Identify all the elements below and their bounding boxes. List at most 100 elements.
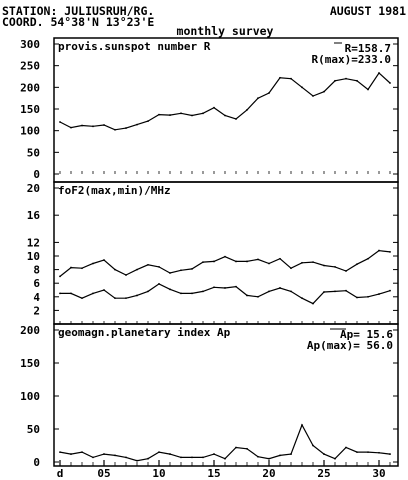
data-point [301,86,303,89]
ap-mean-label: Ap= 15.6 [340,328,393,341]
data-point [103,289,105,291]
data-point [92,456,94,459]
data-point [268,262,270,265]
data-point [334,79,336,82]
data-point [334,457,336,460]
data-point [290,453,292,455]
y-tick-label: 4 [33,291,40,304]
data-point [301,261,303,264]
data-point [356,451,358,453]
x-tick-label: 10 [152,467,165,480]
data-point [290,77,292,80]
data-point [136,123,138,126]
data-point [312,302,314,305]
data-point [202,112,204,115]
x-tick-label: 05 [97,467,110,480]
y-tick-label: 0 [33,168,40,181]
ap-max-label: Ap(max)= 56.0 [307,339,393,352]
data-point [191,268,193,270]
data-point [235,446,237,449]
data-point [279,454,281,457]
data-point [224,287,226,289]
data-point [290,290,292,293]
data-point [202,261,204,264]
data-point [147,120,149,123]
data-point [389,289,391,292]
y-tick-label: 100 [20,125,40,138]
data-point [114,297,116,300]
data-point [301,297,303,300]
month-label: AUGUST 1981 [330,4,406,18]
y-tick-label: 2 [33,304,40,317]
data-point [268,92,270,94]
data-point [345,289,347,292]
y-tick-label: 50 [27,146,40,159]
data-point [81,451,83,453]
series-line-1-0 [59,249,391,277]
data-point [257,455,259,458]
data-point [213,286,215,289]
data-point [345,270,347,272]
sunspot-title: provis.sunspot number R [58,40,211,53]
data-point [345,77,347,80]
series-line-1-1 [60,283,391,305]
y-tick-label: 10 [27,250,40,263]
fof2-panel [53,181,399,325]
data-point [70,266,72,269]
data-point [367,88,369,91]
y-tick-label: 150 [20,357,40,370]
data-point [180,292,182,295]
data-point [323,291,325,293]
data-point [213,260,215,263]
data-point [158,451,160,453]
data-point [334,290,336,293]
x-tick-label: 20 [262,467,275,480]
data-point [312,444,314,447]
data-point [356,79,358,82]
data-point [114,454,116,457]
data-point [169,288,171,291]
y-tick-label: 50 [27,423,40,436]
data-point [191,456,193,459]
ap-title: geomagn.planetary index Ap [58,326,231,339]
ap-panel [53,323,399,467]
data-point [191,114,193,117]
data-point [114,268,116,271]
y-tick-label: 20 [27,182,40,195]
data-point [246,108,248,111]
data-point [356,296,358,299]
y-tick-label: 6 [33,277,40,290]
data-point [378,293,380,295]
data-point [367,257,369,260]
data-point [114,128,116,131]
y-tick-label: 8 [33,264,40,277]
data-point [70,453,72,455]
data-point [92,262,94,265]
data-point [356,263,358,266]
data-point [367,451,369,453]
data-point [279,76,281,79]
fof2-title: foF2(max,min)/MHz [58,184,171,197]
station-label: STATION: JULIUSRUH/RG. [2,4,154,18]
data-point [257,258,259,261]
data-point [323,90,325,93]
data-point [158,282,160,285]
data-point [378,451,380,454]
data-point [103,453,105,455]
y-tick-label: 12 [27,236,40,249]
y-tick-label: 16 [27,209,41,222]
y-tick-label: 300 [20,38,40,51]
x-tick-label: 15 [207,467,220,480]
data-point [367,295,369,298]
data-point [268,290,270,293]
data-point [81,124,83,127]
data-point [158,265,160,268]
data-point [169,453,171,455]
data-point [59,275,61,278]
data-point [136,459,138,462]
data-point [213,453,215,455]
data-point [235,118,237,120]
series-line-0-0 [59,72,391,131]
data-point [125,274,127,276]
data-point [180,456,182,459]
